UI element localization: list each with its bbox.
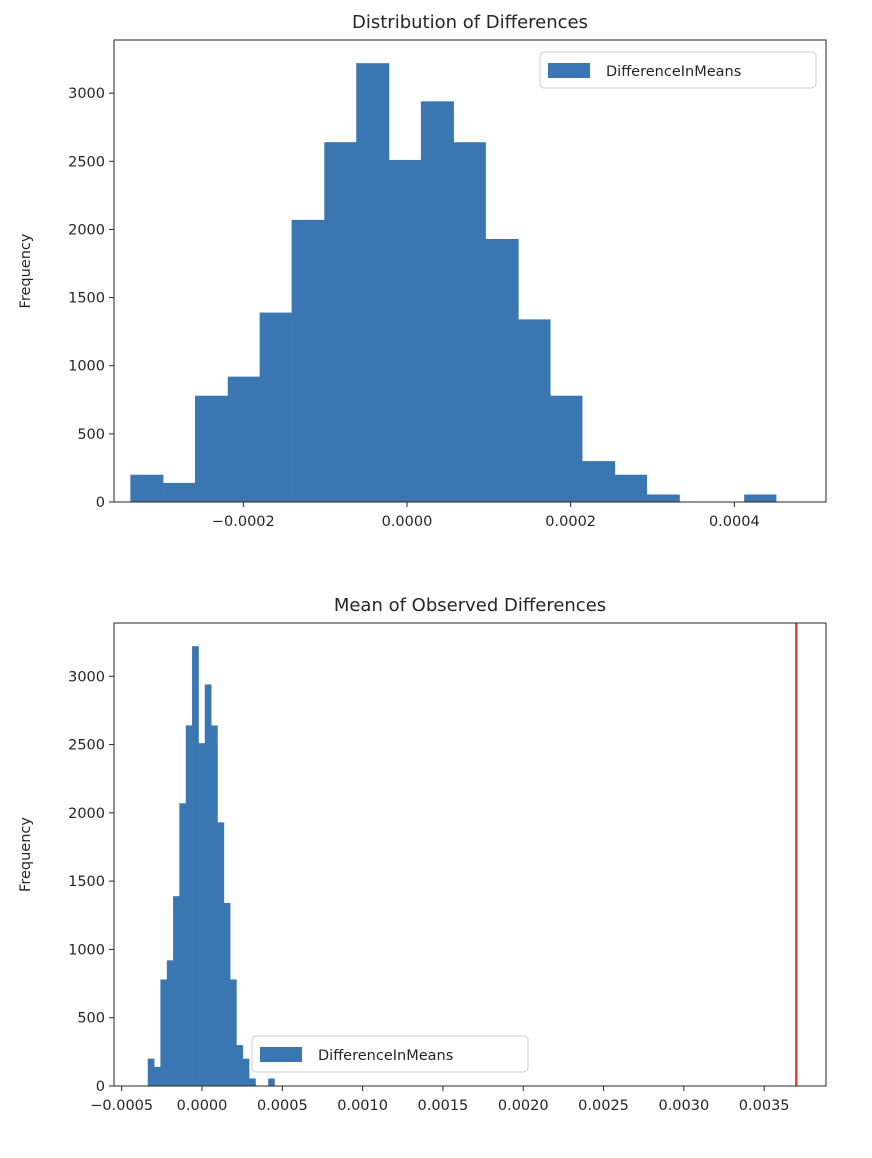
histogram-bar (185, 725, 193, 1086)
y-tick-label: 1000 (68, 359, 105, 375)
y-tick-label: 0 (96, 495, 105, 511)
histogram-bar (453, 142, 486, 502)
histogram-bar (388, 159, 422, 502)
x-tick-label: 0.0030 (658, 1098, 709, 1114)
y-tick-label: 1000 (68, 942, 105, 958)
histogram-bar (259, 312, 292, 502)
chart-title: Distribution of Differences (352, 12, 588, 33)
x-tick-label: −0.0002 (212, 514, 275, 530)
histogram-bar (356, 63, 390, 503)
y-tick-label: 2500 (68, 738, 105, 754)
histogram-bar (223, 902, 231, 1086)
y-tick-label: 500 (77, 1011, 105, 1027)
x-tick-label: 0.0015 (418, 1098, 469, 1114)
plot-frame (113, 39, 827, 503)
histogram-bar (550, 395, 583, 502)
x-tick-label: 0.0020 (498, 1098, 549, 1114)
legend: DifferenceInMeans (539, 51, 817, 89)
histogram-bar (217, 822, 225, 1086)
histogram-bar (582, 461, 616, 502)
x-tick-label: 0.0000 (177, 1098, 228, 1114)
legend-box (539, 51, 817, 89)
histogram-bar (154, 1066, 161, 1086)
legend: DifferenceInMeans (251, 1035, 529, 1073)
y-tick-label: 3000 (68, 86, 105, 102)
x-tick-label: 0.0002 (545, 514, 596, 530)
histogram-bar (160, 979, 168, 1086)
histogram-bar (166, 960, 174, 1086)
histogram-bar (420, 101, 454, 502)
x-tick-label: 0.0005 (257, 1098, 308, 1114)
y-axis-label: Frequency (18, 817, 34, 892)
histogram-bar (227, 376, 260, 502)
histogram-bars (147, 646, 275, 1086)
x-tick-label: 0.0025 (578, 1098, 629, 1114)
y-axis-label: Frequency (18, 233, 34, 308)
histogram-bar (236, 1045, 244, 1086)
histogram-bar (192, 646, 199, 1086)
legend-box (251, 1035, 529, 1073)
histogram-bars (130, 63, 777, 503)
plot-frame (113, 622, 827, 1087)
y-tick-label: 2500 (68, 154, 105, 170)
y-tick-label: 2000 (68, 806, 105, 822)
x-tick-label: 0.0010 (337, 1098, 388, 1114)
histogram-bar (324, 142, 357, 502)
histogram-bar (614, 474, 648, 502)
histogram-bar (198, 743, 206, 1086)
histogram-bar (744, 494, 777, 502)
histogram-bar (211, 725, 218, 1086)
x-tick-label: 0.0004 (709, 514, 760, 530)
histogram-bar (646, 494, 680, 502)
y-tick-label: 0 (96, 1079, 105, 1095)
histogram-bar (518, 319, 551, 502)
legend-label: DifferenceInMeans (318, 1048, 453, 1064)
x-tick-label: 0.0000 (382, 514, 433, 530)
legend-swatch (548, 63, 590, 78)
histogram-bar (130, 474, 164, 502)
chart-2: −0.0005 0.0000 0.0005 0.0010 0.0015 0.0020 0.0… (18, 595, 827, 1114)
histogram-bar (485, 238, 519, 502)
histogram-bar (173, 896, 180, 1086)
histogram-bar (249, 1078, 256, 1086)
histogram-bar (242, 1058, 250, 1086)
histogram-bar (163, 482, 196, 502)
y-tick-label: 1500 (68, 874, 105, 890)
histogram-bar (230, 979, 237, 1086)
histogram-bar (291, 219, 325, 502)
histogram-bar (147, 1058, 155, 1086)
histogram-bar (204, 684, 212, 1086)
legend-label: DifferenceInMeans (606, 64, 741, 80)
x-tick-label: 0.0035 (739, 1098, 790, 1114)
histogram-bar (268, 1078, 275, 1086)
y-tick-label: 1500 (68, 291, 105, 307)
x-tick-label: −0.0005 (90, 1098, 153, 1114)
chart-1: −0.0002 0.0000 0.0002 0.0004 0 500 1000 1500 200… (18, 12, 827, 530)
histogram-bar (179, 803, 187, 1086)
chart-title: Mean of Observed Differences (334, 595, 606, 616)
y-tick-label: 500 (77, 427, 105, 443)
y-tick-label: 3000 (68, 669, 105, 685)
histogram-bar (195, 395, 229, 502)
legend-swatch (260, 1047, 302, 1062)
y-tick-label: 2000 (68, 222, 105, 238)
